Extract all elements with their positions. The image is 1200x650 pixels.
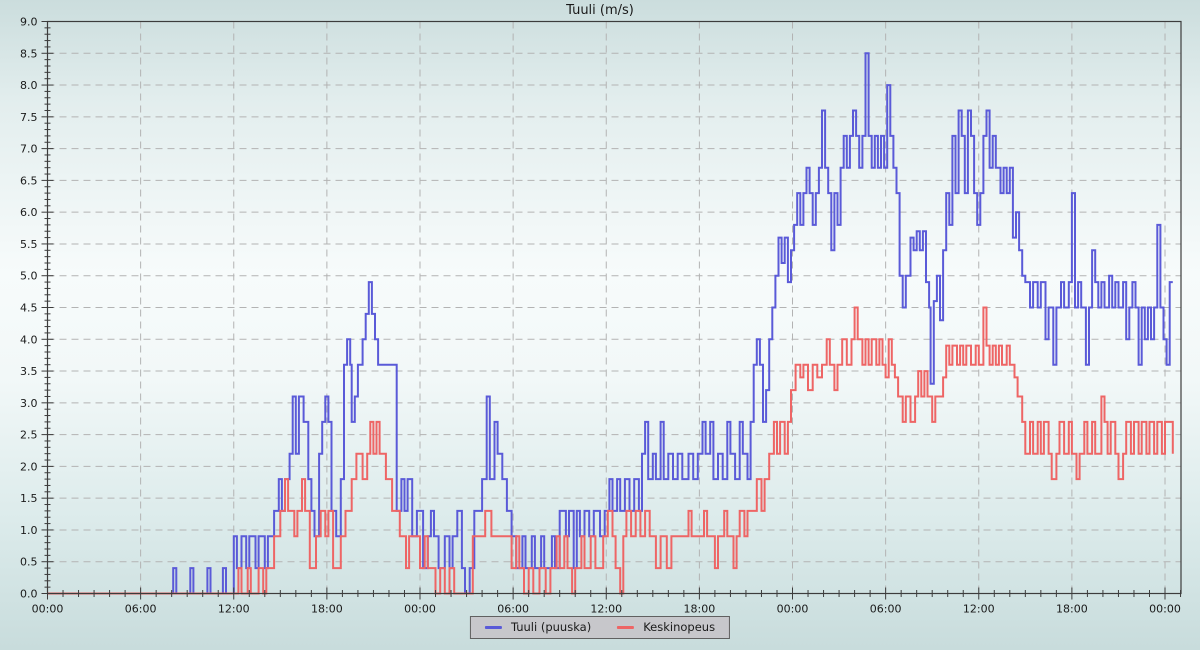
x-tick-label: 12:00 <box>590 603 622 616</box>
y-tick-label: 2.5 <box>20 429 38 442</box>
x-tick-label: 00:00 <box>777 603 809 616</box>
x-tick-label: 18:00 <box>684 603 716 616</box>
y-tick-label: 0.0 <box>20 588 38 601</box>
average-series-line <box>47 306 1174 595</box>
y-tick-label: 4.0 <box>20 333 38 346</box>
y-tick-label: 5.5 <box>20 238 38 251</box>
y-tick-label: 7.5 <box>20 111 38 124</box>
y-tick-label: 3.0 <box>20 397 38 410</box>
x-tick-label: 06:00 <box>125 603 157 616</box>
y-tick-label: 8.0 <box>20 79 38 92</box>
legend-label-average: Keskinopeus <box>643 620 716 634</box>
y-tick-label: 8.5 <box>20 47 38 60</box>
y-tick-label: 7.0 <box>20 143 38 156</box>
x-tick-label: 00:00 <box>32 603 64 616</box>
x-tick-label: 12:00 <box>963 603 995 616</box>
legend: Tuuli (puuska) Keskinopeus <box>469 616 731 639</box>
gust-series-line <box>47 52 1173 595</box>
x-tick-label: 18:00 <box>1056 603 1088 616</box>
chart-title: Tuuli (m/s) <box>566 3 634 18</box>
average-line-swatch-icon <box>617 625 635 629</box>
x-tick-label: 18:00 <box>311 603 343 616</box>
x-tick-label: 06:00 <box>497 603 529 616</box>
y-tick-label: 1.5 <box>20 492 38 505</box>
y-tick-label: 0.5 <box>20 556 38 569</box>
y-tick-label: 2.0 <box>20 460 38 473</box>
legend-item-average: Keskinopeus <box>617 620 715 634</box>
y-tick-label: 1.0 <box>20 524 38 537</box>
y-tick-label: 9.0 <box>20 16 38 29</box>
gust-line-swatch-icon <box>484 625 502 629</box>
y-tick-label: 6.0 <box>20 206 38 219</box>
legend-item-gust: Tuuli (puuska) <box>484 620 592 634</box>
y-tick-label: 5.0 <box>20 270 38 283</box>
x-tick-label: 00:00 <box>404 603 436 616</box>
legend-label-gust: Tuuli (puuska) <box>510 620 592 634</box>
x-tick-label: 00:00 <box>1149 603 1181 616</box>
y-tick-label: 6.5 <box>20 174 38 187</box>
x-tick-label: 12:00 <box>218 603 250 616</box>
y-tick-label: 3.5 <box>20 365 38 378</box>
x-tick-label: 06:00 <box>870 603 902 616</box>
y-tick-label: 4.5 <box>20 302 38 315</box>
